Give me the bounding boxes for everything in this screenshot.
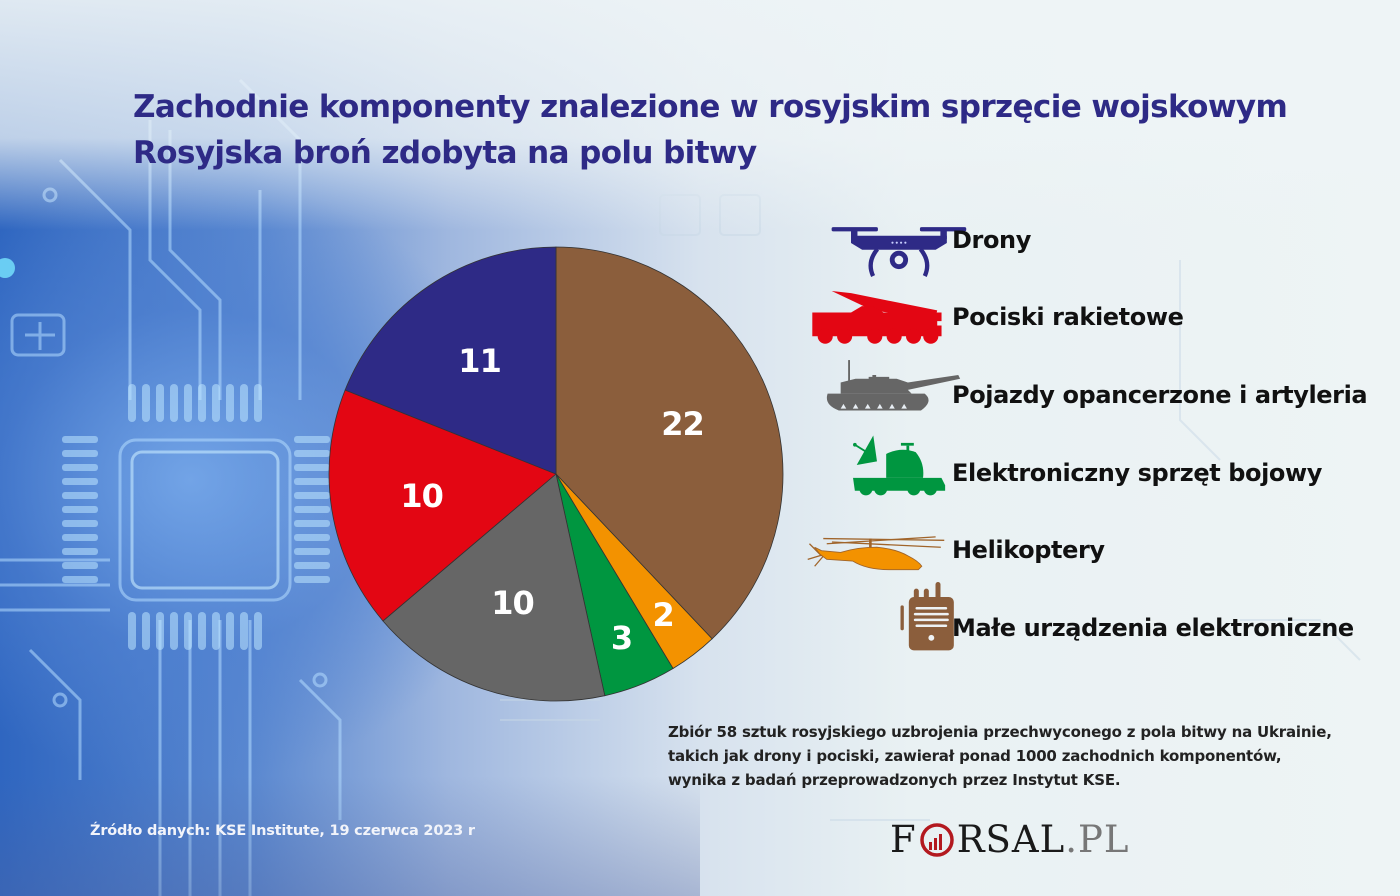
pie-slice-value: 3 [610, 619, 633, 658]
drone-icon [831, 227, 967, 277]
logo-letter-f: F [890, 818, 917, 861]
legend-label-helicopters: Helikoptery [952, 536, 1105, 564]
logo-text: RSAL [956, 818, 1066, 861]
legend-label-electronic-warfare: Elektroniczny sprzęt bojowy [952, 459, 1323, 487]
pie-slice-value: 11 [458, 342, 502, 381]
tank-icon [826, 360, 961, 411]
title-line-2: Rosyjska broń zdobyta na polu bitwy [133, 135, 757, 171]
title-line-1: Zachodnie komponenty znalezione w rosyjs… [133, 89, 1288, 125]
legend-label-missiles: Pociski rakietowe [952, 303, 1184, 331]
logo-suffix: .PL [1065, 818, 1130, 861]
pie-slice-value: 22 [661, 404, 705, 443]
legend-label-armored: Pojazdy opancerzone i artyleria [952, 381, 1368, 409]
radio-device-icon [900, 582, 954, 651]
data-source: Źródło danych: KSE Institute, 19 czerwca… [90, 823, 475, 839]
missile-launcher-icon [812, 291, 942, 344]
description-note: Zbiór 58 sztuk rosyjskiego uzbrojenia pr… [668, 723, 1332, 789]
pie-slice [555, 246, 784, 640]
helicopter-icon [807, 536, 945, 571]
background-bottom-shade [0, 776, 700, 896]
forsal-logo: F RSAL .PL [890, 818, 1129, 861]
pie-slice [382, 473, 606, 702]
pie-slice-value: 2 [652, 595, 675, 634]
background-top-fade [0, 0, 1400, 230]
legend-label-drones: Drony [952, 226, 1031, 254]
radar-vehicle-icon [853, 435, 946, 496]
chart-logo-icon [919, 822, 954, 857]
page-title: Zachodnie komponenty znalezione w rosyjs… [133, 84, 1288, 176]
pie-slice [328, 389, 557, 622]
pie-slice-value: 10 [400, 477, 444, 516]
legend-label-small-electronics: Małe urządzenia elektroniczne [952, 614, 1354, 642]
pie-slice-value: 10 [491, 584, 535, 623]
pie-slice [344, 246, 557, 475]
